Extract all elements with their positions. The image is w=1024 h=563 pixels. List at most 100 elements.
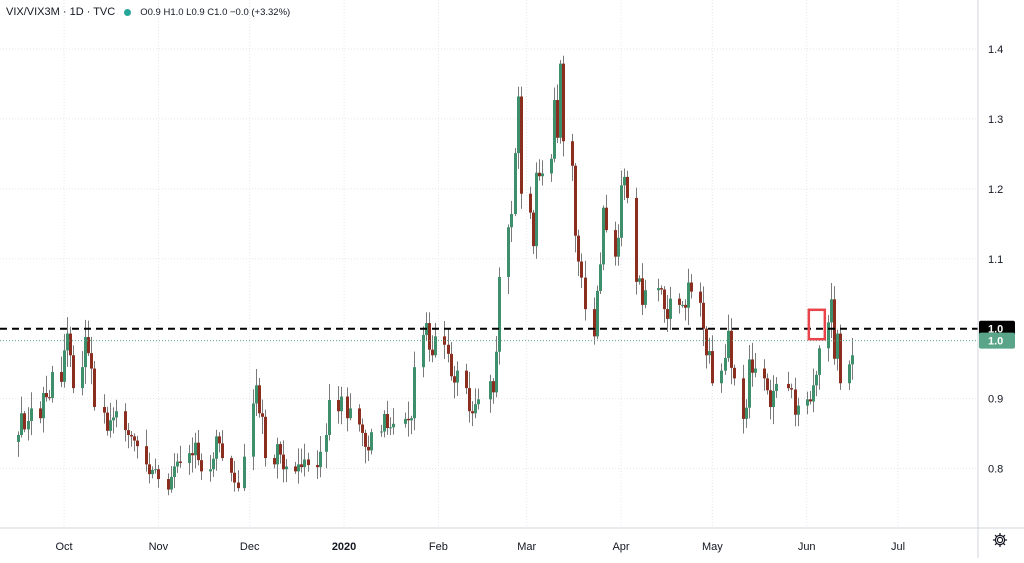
candle[interactable] (337, 386, 340, 424)
candle[interactable] (255, 368, 258, 416)
candle[interactable] (623, 168, 626, 200)
candle[interactable] (797, 397, 800, 427)
candle[interactable] (209, 454, 212, 482)
candle[interactable] (635, 187, 638, 295)
candle[interactable] (364, 429, 367, 464)
candle[interactable] (733, 364, 736, 386)
candle[interactable] (66, 317, 69, 367)
candle[interactable] (349, 393, 352, 421)
candle[interactable] (450, 342, 453, 381)
candle[interactable] (273, 454, 276, 469)
candle[interactable] (383, 410, 386, 438)
candle[interactable] (520, 86, 523, 209)
candle[interactable] (830, 283, 833, 338)
candle[interactable] (562, 55, 565, 157)
candle[interactable] (492, 378, 495, 404)
candle[interactable] (602, 205, 605, 271)
candle[interactable] (300, 448, 303, 473)
candle[interactable] (243, 443, 246, 491)
candle[interactable] (170, 466, 173, 493)
candle[interactable] (188, 444, 191, 475)
candle[interactable] (599, 252, 602, 295)
candle[interactable] (23, 411, 26, 433)
candle[interactable] (827, 315, 830, 362)
candle[interactable] (361, 418, 364, 447)
candle[interactable] (456, 361, 459, 397)
candle[interactable] (812, 368, 815, 413)
candle[interactable] (663, 286, 666, 323)
candle[interactable] (282, 440, 285, 483)
candle[interactable] (63, 334, 66, 388)
candle[interactable] (215, 429, 218, 471)
candle[interactable] (48, 389, 51, 401)
candle[interactable] (580, 253, 583, 289)
candle[interactable] (638, 275, 641, 285)
candle[interactable] (742, 364, 745, 434)
symbol-label[interactable]: VIX/VIX3M · 1D · TVC (6, 6, 116, 18)
candle[interactable] (644, 279, 647, 309)
candle[interactable] (541, 160, 544, 186)
candle[interactable] (39, 401, 42, 424)
candle[interactable] (818, 345, 821, 390)
candle[interactable] (212, 452, 215, 477)
candle[interactable] (87, 320, 90, 357)
candle[interactable] (106, 406, 109, 436)
candle[interactable] (431, 335, 434, 363)
candle[interactable] (380, 424, 383, 437)
candle[interactable] (27, 407, 30, 441)
candle[interactable] (626, 170, 629, 204)
gear-icon[interactable] (992, 532, 1008, 548)
candle[interactable] (687, 268, 690, 325)
candle[interactable] (145, 429, 148, 472)
candle[interactable] (538, 159, 541, 181)
candle[interactable] (517, 86, 520, 170)
candle[interactable] (30, 392, 33, 436)
candle[interactable] (42, 386, 45, 433)
candle[interactable] (154, 458, 157, 474)
candle[interactable] (410, 415, 413, 435)
candle[interactable] (133, 433, 136, 452)
candle[interactable] (413, 351, 416, 431)
candle[interactable] (370, 428, 373, 455)
candle[interactable] (577, 229, 580, 276)
candle[interactable] (745, 399, 748, 428)
candle[interactable] (806, 391, 809, 415)
candle[interactable] (218, 432, 221, 453)
candle[interactable] (535, 162, 538, 259)
candle[interactable] (157, 464, 160, 488)
candle[interactable] (617, 224, 620, 266)
candle[interactable] (809, 390, 812, 405)
candle[interactable] (90, 336, 93, 385)
candle[interactable] (453, 365, 456, 399)
candle[interactable] (221, 430, 224, 461)
candle[interactable] (669, 286, 672, 331)
candle[interactable] (325, 423, 328, 469)
candle[interactable] (720, 363, 723, 393)
candle[interactable] (148, 452, 151, 484)
candle[interactable] (136, 435, 139, 459)
candle[interactable] (769, 379, 772, 420)
candle[interactable] (766, 373, 769, 395)
candle[interactable] (574, 163, 577, 253)
candle[interactable] (705, 326, 708, 369)
candle[interactable] (678, 293, 681, 314)
candle[interactable] (833, 286, 836, 365)
candle[interactable] (72, 345, 75, 394)
candle[interactable] (93, 360, 96, 411)
candle[interactable] (233, 460, 236, 492)
candle[interactable] (477, 388, 480, 410)
candle[interactable] (173, 453, 176, 489)
candle[interactable] (708, 337, 711, 364)
candle[interactable] (115, 399, 118, 428)
candle[interactable] (103, 394, 106, 424)
candle[interactable] (474, 388, 477, 419)
candle[interactable] (724, 344, 727, 375)
candle[interactable] (553, 87, 556, 163)
candle[interactable] (112, 407, 115, 434)
candle[interactable] (51, 365, 54, 403)
candle[interactable] (307, 452, 310, 472)
candle[interactable] (130, 430, 133, 447)
candle[interactable] (84, 319, 87, 384)
candle[interactable] (258, 378, 261, 418)
candle[interactable] (151, 466, 154, 479)
